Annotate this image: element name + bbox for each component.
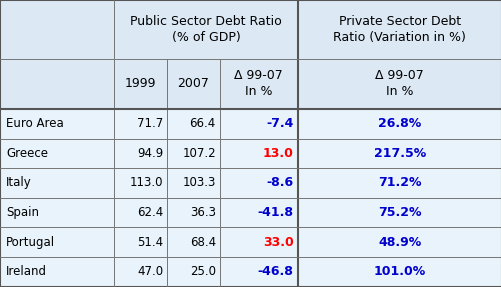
Text: -41.8: -41.8 <box>257 206 293 219</box>
Text: 25.0: 25.0 <box>189 265 215 278</box>
Bar <box>114 257 167 286</box>
Bar <box>219 198 297 227</box>
Bar <box>0 227 114 257</box>
Text: Euro Area: Euro Area <box>6 117 64 130</box>
Bar <box>167 198 219 227</box>
Text: -8.6: -8.6 <box>266 177 293 189</box>
Text: 101.0%: 101.0% <box>373 265 425 278</box>
Text: 2007: 2007 <box>177 77 209 90</box>
Bar <box>114 59 167 109</box>
Bar <box>297 109 501 139</box>
Bar <box>0 139 114 168</box>
Text: -46.8: -46.8 <box>258 265 293 278</box>
Bar <box>219 109 297 139</box>
Bar <box>297 168 501 198</box>
Bar <box>0 0 114 59</box>
Text: 26.8%: 26.8% <box>377 117 421 130</box>
Bar <box>0 257 114 286</box>
Text: Greece: Greece <box>6 147 48 160</box>
Bar <box>114 109 167 139</box>
Bar <box>167 227 219 257</box>
Text: 51.4: 51.4 <box>137 236 163 249</box>
Text: Italy: Italy <box>6 177 32 189</box>
Bar <box>219 168 297 198</box>
Bar <box>297 227 501 257</box>
Text: 33.0: 33.0 <box>263 236 293 249</box>
Bar <box>0 109 114 139</box>
Text: Private Sector Debt
Ratio (Variation in %): Private Sector Debt Ratio (Variation in … <box>333 15 465 44</box>
Bar <box>219 139 297 168</box>
Bar <box>114 0 297 59</box>
Bar <box>219 59 297 109</box>
Text: 62.4: 62.4 <box>137 206 163 219</box>
Bar <box>0 168 114 198</box>
Bar <box>219 227 297 257</box>
Bar <box>297 257 501 286</box>
Bar <box>114 227 167 257</box>
Text: Spain: Spain <box>6 206 39 219</box>
Text: 48.9%: 48.9% <box>377 236 421 249</box>
Bar <box>0 198 114 227</box>
Bar <box>297 0 501 59</box>
Bar <box>0 59 114 109</box>
Bar <box>114 168 167 198</box>
Text: 71.7: 71.7 <box>137 117 163 130</box>
Text: -7.4: -7.4 <box>266 117 293 130</box>
Text: 71.2%: 71.2% <box>377 177 421 189</box>
Text: Δ 99-07
In %: Δ 99-07 In % <box>234 69 283 98</box>
Text: Portugal: Portugal <box>6 236 55 249</box>
Text: Δ 99-07
In %: Δ 99-07 In % <box>375 69 423 98</box>
Bar <box>297 139 501 168</box>
Text: 113.0: 113.0 <box>129 177 163 189</box>
Bar <box>114 198 167 227</box>
Text: 103.3: 103.3 <box>182 177 215 189</box>
Bar <box>167 168 219 198</box>
Bar <box>167 109 219 139</box>
Text: 13.0: 13.0 <box>262 147 293 160</box>
Bar <box>297 198 501 227</box>
Text: 47.0: 47.0 <box>137 265 163 278</box>
Text: 68.4: 68.4 <box>189 236 215 249</box>
Bar <box>297 59 501 109</box>
Bar <box>114 139 167 168</box>
Text: 36.3: 36.3 <box>189 206 215 219</box>
Text: 66.4: 66.4 <box>189 117 215 130</box>
Text: 94.9: 94.9 <box>137 147 163 160</box>
Text: 217.5%: 217.5% <box>373 147 425 160</box>
Bar <box>167 59 219 109</box>
Bar <box>167 257 219 286</box>
Text: Ireland: Ireland <box>6 265 47 278</box>
Text: 75.2%: 75.2% <box>377 206 421 219</box>
Text: 107.2: 107.2 <box>182 147 215 160</box>
Text: 1999: 1999 <box>125 77 156 90</box>
Bar <box>167 139 219 168</box>
Text: Public Sector Debt Ratio
(% of GDP): Public Sector Debt Ratio (% of GDP) <box>130 15 282 44</box>
Bar <box>219 257 297 286</box>
